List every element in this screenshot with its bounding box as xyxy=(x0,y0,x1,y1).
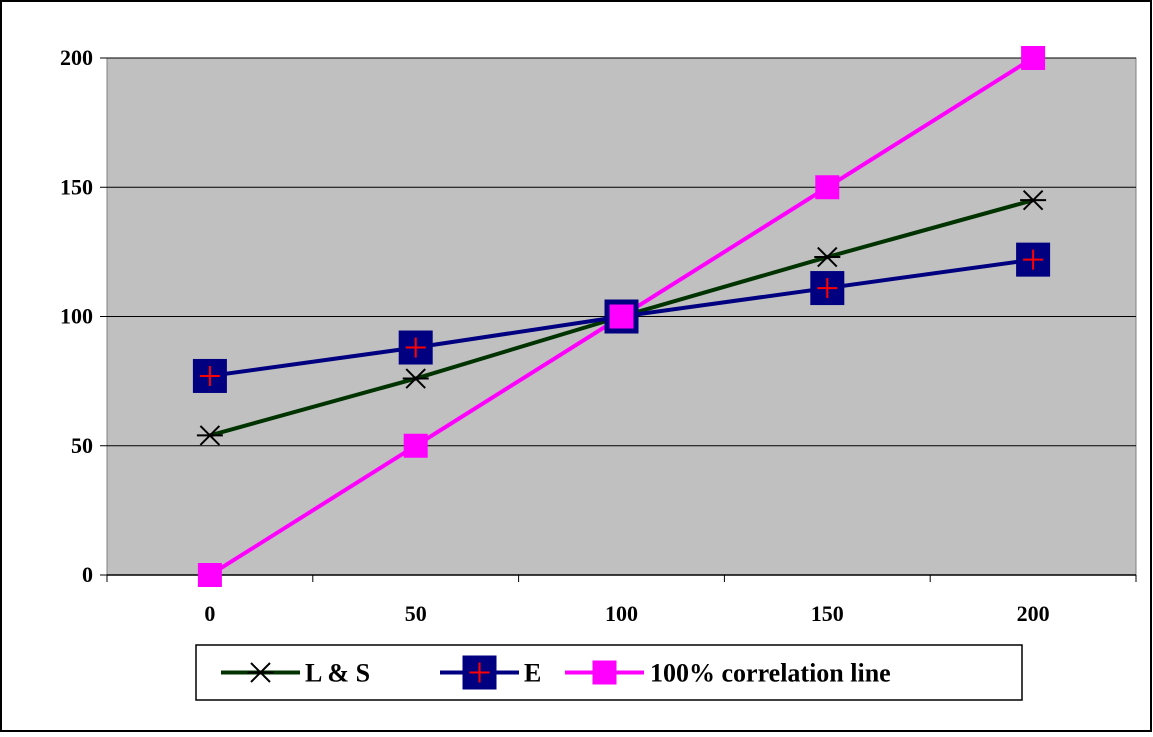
legend-label-0: L & S xyxy=(305,659,370,688)
x-tick-label: 0 xyxy=(204,601,215,626)
data-point-series-0 xyxy=(814,246,841,268)
legend-marker-0 xyxy=(247,662,274,683)
data-point-series-1 xyxy=(810,271,845,306)
y-tick-label: 100 xyxy=(60,304,93,329)
x-tick-label: 50 xyxy=(405,601,427,626)
y-tick-label: 50 xyxy=(71,433,93,458)
legend-marker-1 xyxy=(462,655,497,690)
x-tick-label: 100 xyxy=(605,601,638,626)
data-point-series-1 xyxy=(398,330,433,365)
data-point-series-0 xyxy=(402,368,429,389)
data-point-series-2 xyxy=(815,175,840,200)
data-point-series-1 xyxy=(1016,242,1051,277)
plot-area: 0 50 100 150 200 0 50 100 150 200 xyxy=(60,45,1137,626)
x-tick-label: 150 xyxy=(811,601,844,626)
data-point-series-2 xyxy=(197,563,222,587)
asterisk-stroke xyxy=(817,246,838,268)
legend-label-2: 100% correlation line xyxy=(650,659,891,688)
data-point-series-0 xyxy=(1020,189,1047,211)
data-point-series-2 xyxy=(403,433,428,458)
data-point-series-2 xyxy=(1021,46,1046,70)
y-tick-label: 0 xyxy=(82,562,93,587)
legend-marker-2 xyxy=(592,660,617,685)
asterisk-stroke xyxy=(405,368,426,389)
asterisk-stroke xyxy=(250,662,271,683)
data-point-series-1 xyxy=(192,358,227,393)
y-tick-label: 200 xyxy=(60,45,93,70)
y-tick-label: 150 xyxy=(60,174,93,199)
data-point-series-2 xyxy=(609,304,634,329)
legend: L & S E 100% correlation line xyxy=(195,644,1023,701)
data-point-series-0 xyxy=(196,425,223,446)
asterisk-stroke xyxy=(199,425,221,446)
legend-label-1: E xyxy=(524,659,541,688)
asterisk-stroke xyxy=(1022,189,1044,211)
x-tick-label: 200 xyxy=(1017,601,1050,626)
